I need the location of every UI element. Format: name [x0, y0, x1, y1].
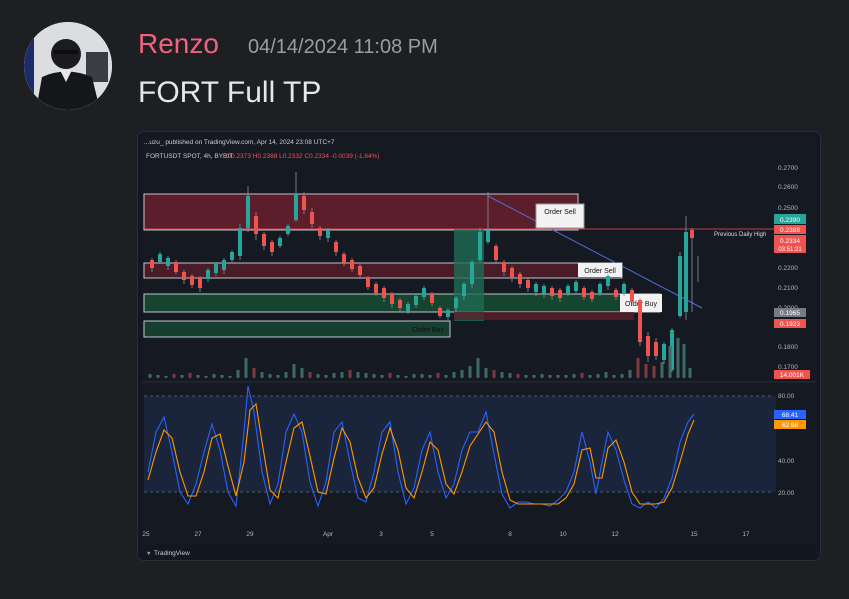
svg-text:17: 17 — [742, 531, 750, 538]
candle-countdown: 03:51:21 — [778, 247, 802, 253]
svg-text:Apr: Apr — [323, 531, 334, 538]
svg-text:0.2500: 0.2500 — [778, 205, 798, 212]
svg-text:80.00: 80.00 — [778, 393, 795, 400]
svg-text:0.2600: 0.2600 — [778, 184, 798, 191]
svg-text:0.2200: 0.2200 — [778, 265, 798, 272]
svg-text:29: 29 — [246, 531, 254, 538]
svg-text:27: 27 — [194, 531, 202, 538]
order-sell-label-mid: Order Sell — [584, 268, 616, 275]
price-tag-red: 0.1923 — [780, 321, 800, 328]
user-avatar[interactable] — [24, 22, 112, 110]
price-tag-green: 0.2390 — [780, 217, 800, 224]
message-timestamp: 04/14/2024 11:08 PM — [248, 36, 438, 58]
svg-text:3: 3 — [379, 531, 383, 538]
svg-text:20.00: 20.00 — [778, 490, 795, 497]
svg-text:0.1700: 0.1700 — [778, 364, 798, 371]
time-axis: 25 27 29 Apr 3 5 8 10 12 15 17 — [142, 531, 750, 538]
price-tag-gray: 0.1965 — [780, 310, 800, 317]
username[interactable]: Renzo — [138, 28, 219, 59]
trend-line — [487, 195, 703, 309]
order-sell-label-top: Order Sell — [544, 209, 576, 216]
stochastic-rsi-panel: 80.00 40.00 20.00 68.41 62.98 — [144, 385, 806, 509]
price-panel: Order Sell Order Sell Order Buy Order Bu… — [143, 165, 810, 379]
message-text: FORT Full TP — [138, 76, 322, 109]
stoch-k-line — [147, 385, 695, 509]
order-buy-zone-low — [143, 320, 451, 338]
svg-text:0.2700: 0.2700 — [778, 165, 798, 172]
svg-text:15: 15 — [690, 531, 698, 538]
svg-text:0.1800: 0.1800 — [778, 344, 798, 351]
svg-text:40.00: 40.00 — [778, 458, 795, 465]
order-buy-label-low: Order Buy — [412, 327, 444, 334]
ohlc-readout: O0.2373 H0.2388 L0.2332 C0.2334 -0.0039 … — [226, 153, 380, 160]
tradingview-brand: TradingView — [154, 550, 190, 557]
svg-text:10: 10 — [559, 531, 567, 538]
stoch-k-tag: 68.41 — [782, 412, 799, 419]
avatar-image — [24, 22, 112, 110]
previous-daily-high-label: Previous Daily High — [714, 232, 766, 238]
price-tag-high: 0.2388 — [780, 227, 800, 234]
trading-chart: ...uzu_ published on TradingView.com, Ap… — [138, 132, 820, 560]
chart-image-attachment[interactable]: ...uzu_ published on TradingView.com, Ap… — [138, 132, 820, 560]
svg-text:12: 12 — [611, 531, 619, 538]
stoch-d-tag: 62.98 — [782, 422, 799, 429]
stoch-d-line — [147, 402, 695, 505]
volume-bars — [148, 338, 692, 378]
price-tag-current: 0.2334 — [780, 238, 800, 245]
volume-tag: 14.001K — [780, 372, 805, 379]
symbol-info: FORTUSDT SPOT, 4h, BYBIT — [146, 153, 233, 160]
svg-text:25: 25 — [142, 531, 150, 538]
short-zone-box — [454, 312, 634, 320]
svg-text:5: 5 — [430, 531, 434, 538]
oscillator-axis: 80.00 40.00 20.00 — [778, 393, 795, 497]
tradingview-logo-icon: ▼ — [146, 551, 151, 557]
order-sell-zone-top — [143, 193, 579, 231]
svg-text:8: 8 — [508, 531, 512, 538]
candlesticks — [150, 172, 699, 372]
svg-text:0.2100: 0.2100 — [778, 285, 798, 292]
published-line: ...uzu_ published on TradingView.com, Ap… — [144, 139, 335, 146]
